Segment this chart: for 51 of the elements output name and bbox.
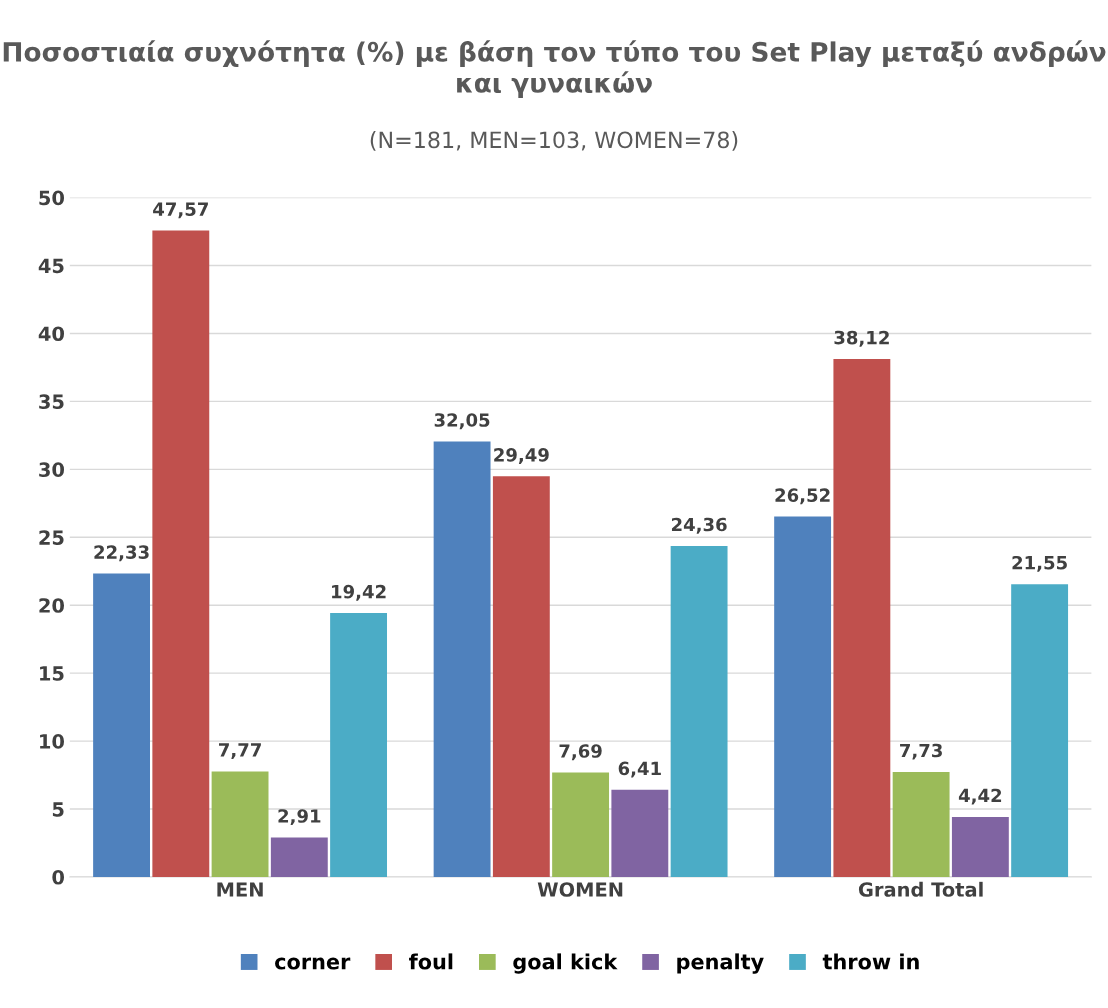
legend-label: goal kick [513, 953, 618, 974]
x-tick-label: Grand Total [858, 881, 983, 897]
legend-label: penalty [677, 953, 764, 974]
chart-subtitle: (N=181, MEN=103, WOMEN=78) [370, 131, 738, 151]
data-label: 21,55 [1012, 555, 1067, 572]
y-tick-label: 25 [39, 530, 64, 545]
legend-label: throw in [822, 953, 919, 970]
bar [492, 476, 550, 877]
x-tick-label: MEN [217, 882, 263, 897]
bar [833, 358, 891, 877]
data-label: 29,49 [494, 447, 549, 464]
bar [152, 230, 210, 877]
y-tick-label: 50 [39, 190, 65, 206]
data-label: 4,42 [958, 788, 1002, 805]
y-tick-label: 35 [39, 394, 64, 410]
data-label: 7,77 [219, 743, 261, 760]
bar [951, 816, 1009, 877]
y-tick-label: 0 [52, 869, 65, 885]
data-label: 24,36 [671, 517, 727, 534]
bar [892, 771, 950, 877]
bar [211, 771, 269, 877]
data-label: 47,57 [153, 202, 208, 219]
bar [1011, 584, 1069, 877]
data-label: 26,52 [775, 488, 830, 505]
data-label: 7,69 [559, 744, 602, 761]
data-label: 7,73 [900, 743, 942, 760]
y-tick-label: 40 [38, 326, 65, 342]
data-label: 32,05 [434, 413, 490, 430]
bar [552, 772, 610, 877]
data-label: 19,42 [332, 584, 386, 601]
data-label: 6,41 [618, 761, 661, 778]
bar [270, 837, 328, 877]
bar [330, 613, 388, 877]
y-tick-label: 30 [39, 462, 65, 477]
bar [93, 573, 150, 877]
data-label: 2,91 [278, 809, 321, 826]
data-label: 22,33 [94, 545, 149, 562]
bar [433, 441, 491, 877]
legend-label: foul [409, 953, 453, 970]
data-label: 38,12 [834, 330, 889, 347]
y-tick-label: 15 [40, 666, 64, 681]
y-tick-label: 45 [38, 258, 64, 274]
y-tick-label: 5 [52, 802, 64, 817]
bar [670, 545, 728, 877]
y-tick-label: 10 [40, 734, 65, 749]
bar [611, 789, 669, 877]
chart-title: Ποσοστιαία συχνότητα (%) με βάση τον τύπο του Set Play μεταξύ ανδρών και γυναικών [3, 40, 1106, 98]
x-tick-label: WOMEN [537, 882, 623, 897]
y-tick-label: 20 [39, 598, 65, 613]
bar [774, 516, 832, 877]
legend-label: corner [275, 957, 351, 970]
